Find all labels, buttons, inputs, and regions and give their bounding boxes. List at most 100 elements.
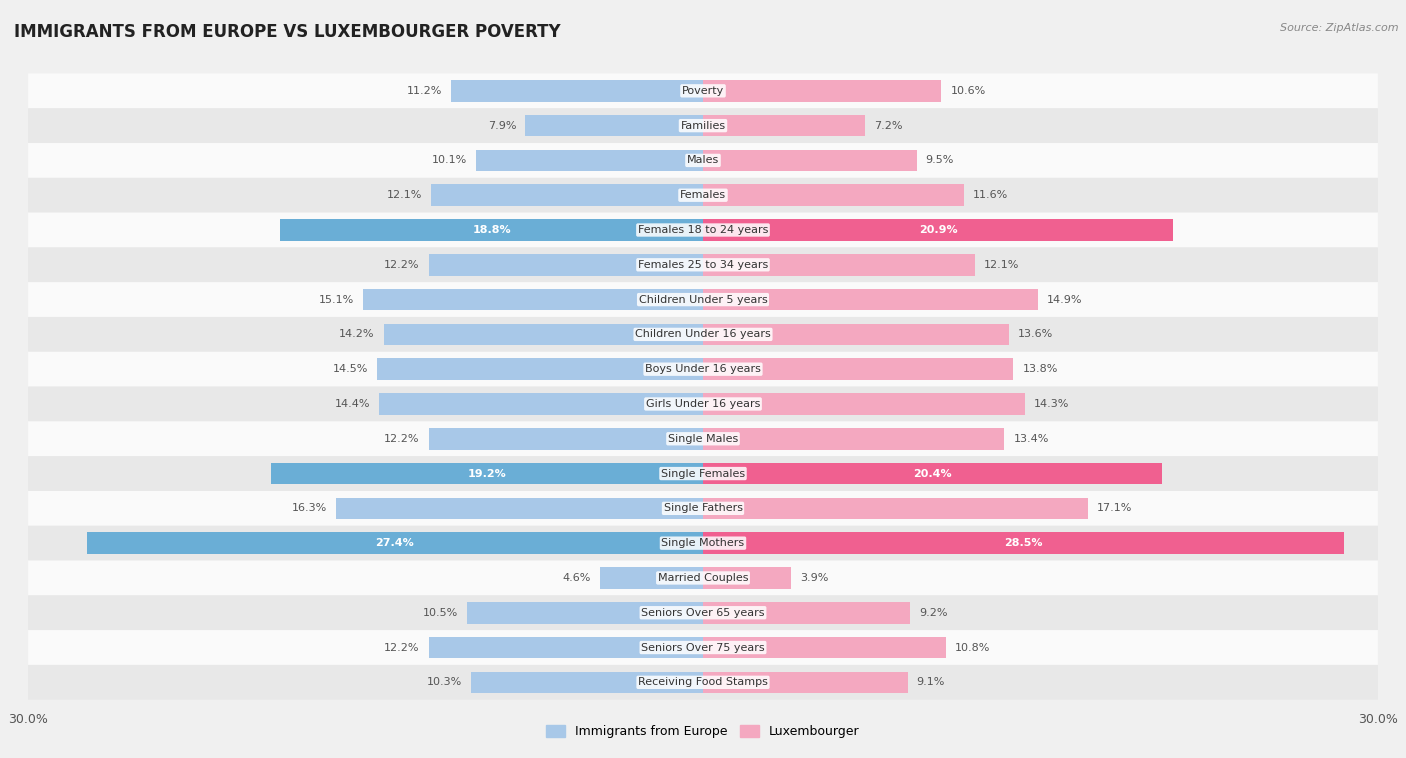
Text: Children Under 5 years: Children Under 5 years bbox=[638, 295, 768, 305]
Text: 10.1%: 10.1% bbox=[432, 155, 467, 165]
Bar bbox=[384, 324, 703, 345]
Bar bbox=[526, 115, 703, 136]
FancyBboxPatch shape bbox=[28, 108, 1378, 143]
FancyBboxPatch shape bbox=[28, 456, 1378, 491]
Text: 7.2%: 7.2% bbox=[875, 121, 903, 130]
Text: Seniors Over 65 years: Seniors Over 65 years bbox=[641, 608, 765, 618]
Text: Single Females: Single Females bbox=[661, 468, 745, 478]
Text: Girls Under 16 years: Girls Under 16 years bbox=[645, 399, 761, 409]
Text: 13.4%: 13.4% bbox=[1014, 434, 1049, 443]
Text: 9.5%: 9.5% bbox=[925, 155, 955, 165]
Text: 14.5%: 14.5% bbox=[332, 364, 368, 374]
Text: 14.4%: 14.4% bbox=[335, 399, 370, 409]
Text: Single Fathers: Single Fathers bbox=[664, 503, 742, 513]
Text: 28.5%: 28.5% bbox=[1004, 538, 1043, 548]
FancyBboxPatch shape bbox=[28, 387, 1378, 421]
Text: 10.8%: 10.8% bbox=[955, 643, 990, 653]
Bar bbox=[430, 184, 703, 206]
Text: Females 18 to 24 years: Females 18 to 24 years bbox=[638, 225, 768, 235]
Text: 12.2%: 12.2% bbox=[384, 260, 419, 270]
Text: Poverty: Poverty bbox=[682, 86, 724, 96]
Text: 14.9%: 14.9% bbox=[1047, 295, 1083, 305]
Text: 3.9%: 3.9% bbox=[800, 573, 828, 583]
Bar bbox=[429, 254, 703, 276]
Bar bbox=[703, 184, 965, 206]
Text: 14.3%: 14.3% bbox=[1033, 399, 1069, 409]
Bar bbox=[87, 532, 703, 554]
Bar bbox=[703, 254, 976, 276]
Bar bbox=[703, 149, 917, 171]
Bar bbox=[703, 463, 1161, 484]
Text: Married Couples: Married Couples bbox=[658, 573, 748, 583]
Text: 12.2%: 12.2% bbox=[384, 434, 419, 443]
Bar bbox=[599, 567, 703, 589]
FancyBboxPatch shape bbox=[28, 143, 1378, 178]
FancyBboxPatch shape bbox=[28, 561, 1378, 595]
Text: Boys Under 16 years: Boys Under 16 years bbox=[645, 364, 761, 374]
Bar bbox=[271, 463, 703, 484]
Text: 9.1%: 9.1% bbox=[917, 678, 945, 688]
Bar bbox=[703, 324, 1010, 345]
Bar bbox=[475, 149, 703, 171]
Text: 10.6%: 10.6% bbox=[950, 86, 986, 96]
Text: 13.8%: 13.8% bbox=[1022, 364, 1057, 374]
FancyBboxPatch shape bbox=[28, 526, 1378, 561]
Text: 7.9%: 7.9% bbox=[488, 121, 516, 130]
FancyBboxPatch shape bbox=[28, 247, 1378, 282]
Bar bbox=[429, 637, 703, 658]
FancyBboxPatch shape bbox=[28, 74, 1378, 108]
FancyBboxPatch shape bbox=[28, 178, 1378, 212]
Bar bbox=[471, 672, 703, 693]
Text: Receiving Food Stamps: Receiving Food Stamps bbox=[638, 678, 768, 688]
Text: 14.2%: 14.2% bbox=[339, 330, 374, 340]
Bar bbox=[703, 602, 910, 624]
Bar bbox=[280, 219, 703, 241]
Bar bbox=[380, 393, 703, 415]
Text: Males: Males bbox=[688, 155, 718, 165]
Bar bbox=[451, 80, 703, 102]
Bar bbox=[703, 393, 1025, 415]
Text: 15.1%: 15.1% bbox=[319, 295, 354, 305]
Bar bbox=[703, 428, 1004, 449]
Text: Females: Females bbox=[681, 190, 725, 200]
Bar bbox=[703, 497, 1088, 519]
Text: 18.8%: 18.8% bbox=[472, 225, 510, 235]
Text: 20.4%: 20.4% bbox=[912, 468, 952, 478]
Text: 13.6%: 13.6% bbox=[1018, 330, 1053, 340]
Text: 27.4%: 27.4% bbox=[375, 538, 415, 548]
FancyBboxPatch shape bbox=[28, 665, 1378, 700]
Text: IMMIGRANTS FROM EUROPE VS LUXEMBOURGER POVERTY: IMMIGRANTS FROM EUROPE VS LUXEMBOURGER P… bbox=[14, 23, 561, 41]
Bar bbox=[703, 672, 908, 693]
Text: Seniors Over 75 years: Seniors Over 75 years bbox=[641, 643, 765, 653]
Text: 10.3%: 10.3% bbox=[427, 678, 463, 688]
Bar bbox=[336, 497, 703, 519]
Bar bbox=[703, 567, 790, 589]
Legend: Immigrants from Europe, Luxembourger: Immigrants from Europe, Luxembourger bbox=[541, 720, 865, 744]
Bar bbox=[467, 602, 703, 624]
Bar bbox=[703, 359, 1014, 380]
Text: 19.2%: 19.2% bbox=[468, 468, 506, 478]
Text: Single Males: Single Males bbox=[668, 434, 738, 443]
Bar bbox=[703, 532, 1344, 554]
Text: Females 25 to 34 years: Females 25 to 34 years bbox=[638, 260, 768, 270]
FancyBboxPatch shape bbox=[28, 421, 1378, 456]
Bar bbox=[377, 359, 703, 380]
Bar bbox=[429, 428, 703, 449]
FancyBboxPatch shape bbox=[28, 317, 1378, 352]
Text: 4.6%: 4.6% bbox=[562, 573, 591, 583]
Bar bbox=[703, 289, 1038, 310]
Bar bbox=[703, 80, 942, 102]
Text: 12.1%: 12.1% bbox=[387, 190, 422, 200]
FancyBboxPatch shape bbox=[28, 595, 1378, 630]
FancyBboxPatch shape bbox=[28, 630, 1378, 665]
Text: 17.1%: 17.1% bbox=[1097, 503, 1132, 513]
Text: 9.2%: 9.2% bbox=[920, 608, 948, 618]
FancyBboxPatch shape bbox=[28, 491, 1378, 526]
FancyBboxPatch shape bbox=[28, 212, 1378, 247]
Text: 16.3%: 16.3% bbox=[292, 503, 328, 513]
Text: 11.6%: 11.6% bbox=[973, 190, 1008, 200]
FancyBboxPatch shape bbox=[28, 282, 1378, 317]
Bar bbox=[363, 289, 703, 310]
Bar bbox=[703, 219, 1173, 241]
Text: 20.9%: 20.9% bbox=[918, 225, 957, 235]
